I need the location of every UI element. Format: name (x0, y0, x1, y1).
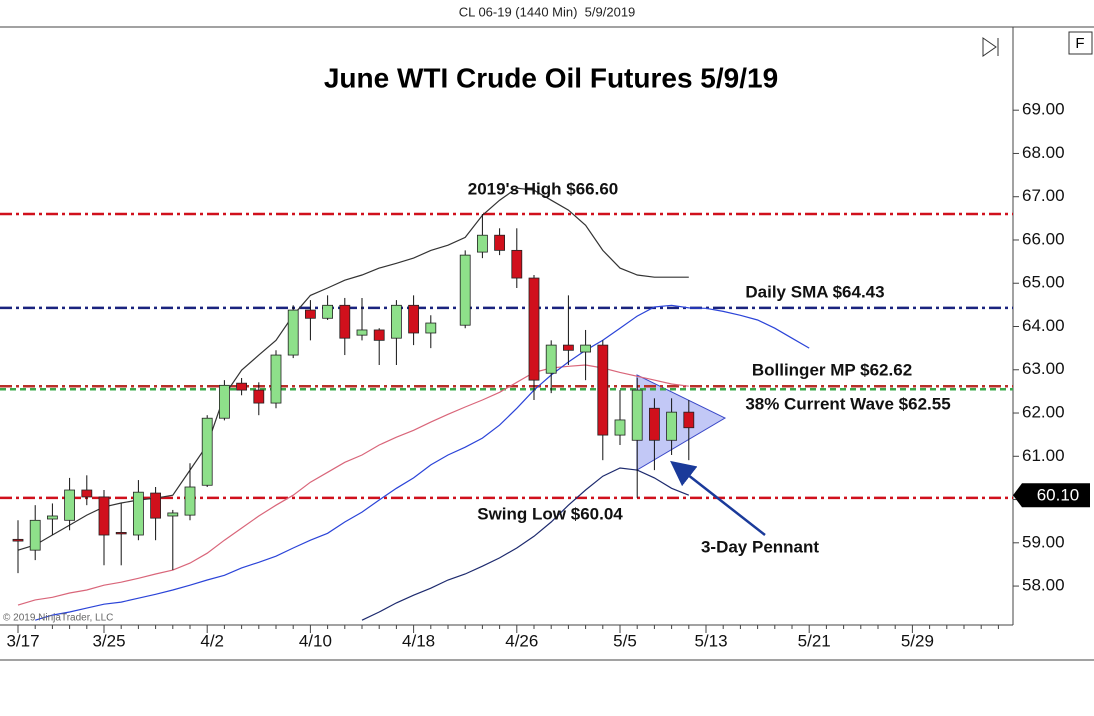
candle-body (339, 304, 351, 339)
annotation: Swing Low $60.04 (477, 504, 623, 523)
x-tick-label: 5/21 (798, 631, 831, 650)
y-tick-label: 58.00 (1022, 576, 1065, 595)
candle-body (683, 411, 695, 429)
y-tick-label: 59.00 (1022, 532, 1065, 551)
candle-body (631, 389, 643, 441)
candle-body (150, 492, 162, 519)
y-tick-label: 69.00 (1022, 100, 1065, 119)
price-tag-label: 65.14 (1037, 0, 1080, 8)
y-tick-label: 61.00 (1022, 446, 1065, 465)
annotation: 3-Day Pennant (701, 537, 819, 556)
panel-button[interactable] (1068, 31, 1093, 55)
x-tick-label: 5/29 (901, 631, 934, 650)
candle-body (528, 277, 540, 381)
y-tick-label: 63.00 (1022, 359, 1065, 378)
candle-body (511, 249, 523, 279)
candle-body (580, 344, 591, 353)
pennant-arrow (670, 460, 766, 536)
indicator-line (361, 467, 690, 621)
candle-body (81, 489, 93, 498)
candle-body (184, 486, 196, 516)
panel-button-label[interactable]: F (1075, 35, 1084, 52)
candle-body (545, 344, 557, 374)
y-tick-label: 64.00 (1022, 316, 1065, 335)
indicator-line (17, 187, 689, 551)
candle-body (356, 329, 368, 336)
candle-body (425, 322, 437, 334)
header: CL 06-19 (1440 Min) 5/9/2019 (459, 4, 636, 19)
x-tick-label: 3/17 (6, 631, 39, 650)
price-tag-label: 62.62 (1037, 0, 1080, 8)
annotation: Daily SMA $64.43 (745, 282, 884, 301)
candle-body (98, 496, 110, 536)
candle-body (390, 304, 402, 339)
y-tick-label: 67.00 (1022, 186, 1065, 205)
candle-body (322, 304, 334, 319)
candle-body (494, 234, 506, 251)
play-icon[interactable] (982, 37, 999, 57)
candle-body (597, 344, 609, 436)
x-tick-label: 4/26 (505, 631, 538, 650)
candle-body (459, 254, 471, 326)
indicator-line (35, 304, 810, 621)
candle-body (253, 389, 265, 404)
candle-body (614, 419, 626, 436)
candle-body (304, 309, 316, 319)
candle-body (47, 515, 58, 520)
x-tick-label: 5/5 (613, 631, 637, 650)
annotation: 2019's High $66.60 (468, 179, 619, 198)
candle-body (132, 491, 144, 536)
chart-title: June WTI Crude Oil Futures 5/9/19 (324, 62, 778, 93)
x-tick-label: 5/13 (694, 631, 727, 650)
y-tick-label: 66.00 (1022, 229, 1065, 248)
indicator-line (17, 364, 689, 606)
annotation: 38% Current Wave $62.55 (745, 394, 950, 413)
candle-body (29, 519, 41, 551)
x-tick-label: 4/18 (402, 631, 435, 650)
y-tick-label: 68.00 (1022, 143, 1065, 162)
price-tag-label: 61.66 (1037, 0, 1080, 8)
annotation: Bollinger MP $62.62 (752, 360, 912, 379)
y-tick-label: 65.00 (1022, 273, 1065, 292)
candle-body (408, 304, 420, 334)
y-tick-label: 62.00 (1022, 403, 1065, 422)
candle-body (12, 538, 24, 542)
candle-body (115, 532, 127, 535)
candle-body (666, 411, 677, 441)
candle-body (218, 384, 230, 419)
price-tag-label: 64.43 (1037, 0, 1080, 8)
copyright: © 2019 NinjaTrader, LLC (3, 613, 113, 624)
candle-body (287, 309, 299, 356)
x-tick-label: 4/10 (299, 631, 332, 650)
candle-body (236, 382, 248, 391)
x-tick-label: 3/25 (92, 631, 125, 650)
plot (0, 187, 1013, 621)
candle-body (201, 417, 213, 486)
x-tick-label: 4/2 (200, 631, 224, 650)
candle-body (167, 512, 179, 517)
candle-body (649, 407, 660, 441)
candle-body (64, 489, 75, 521)
candle-body (270, 354, 282, 404)
price-tag (1013, 483, 1090, 508)
candle-body (373, 329, 385, 341)
candle-body (563, 344, 574, 351)
candle-body (476, 234, 488, 253)
price-tag-label: 60.10 (1037, 486, 1080, 505)
